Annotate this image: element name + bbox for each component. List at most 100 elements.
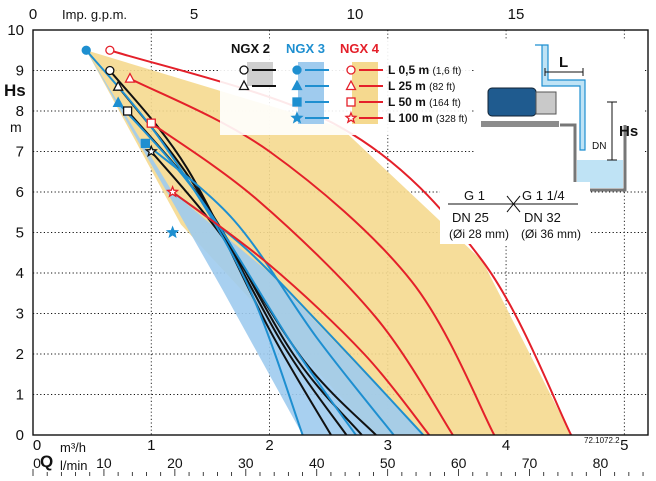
- legend-triangle-marker: [238, 79, 250, 91]
- pipe-left-dn: DN 25: [452, 210, 489, 225]
- dn-label: DN: [592, 141, 606, 152]
- x-lmin-tick-label: 10: [96, 455, 112, 471]
- series-curve-ngx-3-5: [117, 102, 357, 435]
- envelope-ngx-4: [86, 50, 572, 435]
- y-axis-label: Hs: [4, 81, 26, 100]
- length-label: L: [559, 54, 568, 71]
- installation-diagram: L Hs DN: [475, 40, 645, 192]
- pipe-right-dn: DN 32: [524, 210, 561, 225]
- envelope-layer: [86, 50, 572, 435]
- x-m3h-axis-label: m³/h: [60, 440, 86, 455]
- x-top-tick-labels: 0 5 10 15: [29, 6, 524, 23]
- y-tick-label: 7: [16, 144, 24, 161]
- star-marker: [165, 184, 180, 198]
- series-curve-ngx-3-4: [85, 49, 304, 435]
- series-curve-ngx-4-11: [171, 191, 430, 435]
- square-marker: [122, 106, 133, 116]
- series-curve-ngx-4-8: [109, 49, 573, 435]
- legend-triangle-marker: [291, 79, 303, 91]
- pump-motor-icon: [487, 87, 537, 117]
- x-top-tick-label: 15: [508, 6, 525, 23]
- triangle-marker: [124, 72, 136, 83]
- height-label: Hs: [619, 123, 638, 140]
- star-marker: [144, 144, 158, 158]
- square-marker: [146, 118, 156, 128]
- legend-star-marker: [290, 110, 304, 124]
- x-m3h-tick-label: 5: [620, 437, 628, 454]
- suction-pipe-icon: [535, 44, 586, 151]
- chart-code: 72.1072.2: [584, 436, 620, 445]
- x-m3h-tick-label: 1: [147, 437, 155, 454]
- legend-entry-label: L 100 m (328 ft): [388, 111, 468, 125]
- x-lmin-tick-label: 80: [593, 455, 609, 471]
- pipe-left-thread: G 1: [464, 188, 485, 203]
- circle-marker: [81, 45, 91, 55]
- pump-body-icon: [535, 91, 557, 115]
- x-lmin-tick-label: 60: [451, 455, 467, 471]
- x-top-tick-label: 5: [190, 6, 198, 23]
- pipe-right-thread: G 1 1/4: [522, 188, 565, 203]
- legend-entry-label: L 50 m (164 ft): [388, 95, 461, 109]
- pipe-size-cross-b: [506, 195, 521, 213]
- star-marker: [165, 225, 180, 239]
- series-curve-ngx-4-10: [150, 122, 454, 435]
- x-lmin-tick-label: 30: [238, 455, 254, 471]
- y-tick-label: 3: [16, 306, 24, 323]
- x-m3h-tick-label: 0: [33, 437, 41, 454]
- series-curve-ngx-4-9: [129, 77, 496, 435]
- y-tick-label: 8: [16, 103, 24, 120]
- x-m3h-tick-label: 4: [502, 437, 510, 454]
- x-top-tick-label: 10: [347, 6, 364, 23]
- series-layer: [85, 49, 573, 435]
- y-tick-label: 4: [16, 265, 24, 282]
- y-tick-label: 10: [7, 22, 24, 39]
- x-lmin-tick-label: 40: [309, 455, 325, 471]
- legend-square-marker: [292, 97, 302, 107]
- legend-rows: L 0,5 m (1,6 ft) L 25 m (82 ft) L 50 m (16…: [238, 63, 468, 125]
- legend-group-ngx4: NGX 4: [340, 41, 380, 56]
- y-axis-unit: m: [10, 119, 22, 135]
- legend-entry-label: L 25 m (82 ft): [388, 79, 455, 93]
- legend-entry-label: L 0,5 m (1,6 ft): [388, 63, 461, 77]
- y-tick-label: 6: [16, 184, 24, 201]
- legend-group-ngx2: NGX 2: [231, 41, 270, 56]
- y-tick-label: 9: [16, 63, 24, 80]
- x-lmin-tick-label: 0: [33, 455, 41, 471]
- legend-star-marker: [344, 110, 358, 124]
- legend-background: [220, 40, 470, 135]
- x-axis-symbol: Q: [40, 452, 53, 471]
- legend-square-marker: [346, 97, 356, 107]
- x-lmin-tick-label: 20: [167, 455, 183, 471]
- legend-swatch-ngx2: [247, 62, 273, 86]
- pump-base-icon: [481, 121, 559, 127]
- x-m3h-tick-label: 2: [265, 437, 273, 454]
- plot-frame: [32, 29, 649, 436]
- x-lmin-tick-labels: 0 10 20 30 40 50 60 70 80: [33, 455, 608, 471]
- pipe-size-background: [440, 182, 590, 244]
- legend-triangle-marker: [345, 79, 357, 91]
- square-marker: [140, 138, 151, 149]
- legend-circle-marker: [346, 65, 356, 75]
- x-top-tick-label: 0: [29, 6, 37, 23]
- x-lmin-tick-label: 50: [380, 455, 396, 471]
- legend-swatch-ngx4: [352, 62, 378, 124]
- x-lmin-tick-label: 70: [522, 455, 538, 471]
- y-tick-label: 2: [16, 346, 24, 363]
- legend-circle-marker: [239, 65, 249, 75]
- y-tick-label: 0: [16, 427, 24, 444]
- legend-swatch-ngx3: [298, 62, 324, 124]
- legend-group-ngx3: NGX 3: [286, 41, 325, 56]
- pipe-size-annotation: G 1 DN 25 (Øi 28 mm) G 1 1/4 DN 32 (Øi 3…: [440, 182, 590, 244]
- x-m3h-tick-labels: 0 1 2 3 4 5: [33, 437, 629, 454]
- circle-marker: [105, 45, 115, 55]
- circle-marker: [105, 65, 115, 76]
- y-tick-label: 5: [16, 225, 24, 242]
- x-m3h-tick-label: 3: [384, 437, 392, 454]
- marker-layer: [81, 45, 180, 239]
- y-tick-label: 1: [16, 387, 24, 404]
- triangle-marker: [112, 96, 124, 108]
- y-tick-labels: 0 1 2 3 4 5 6 7 8 9 10: [7, 22, 24, 444]
- triangle-marker: [112, 80, 124, 91]
